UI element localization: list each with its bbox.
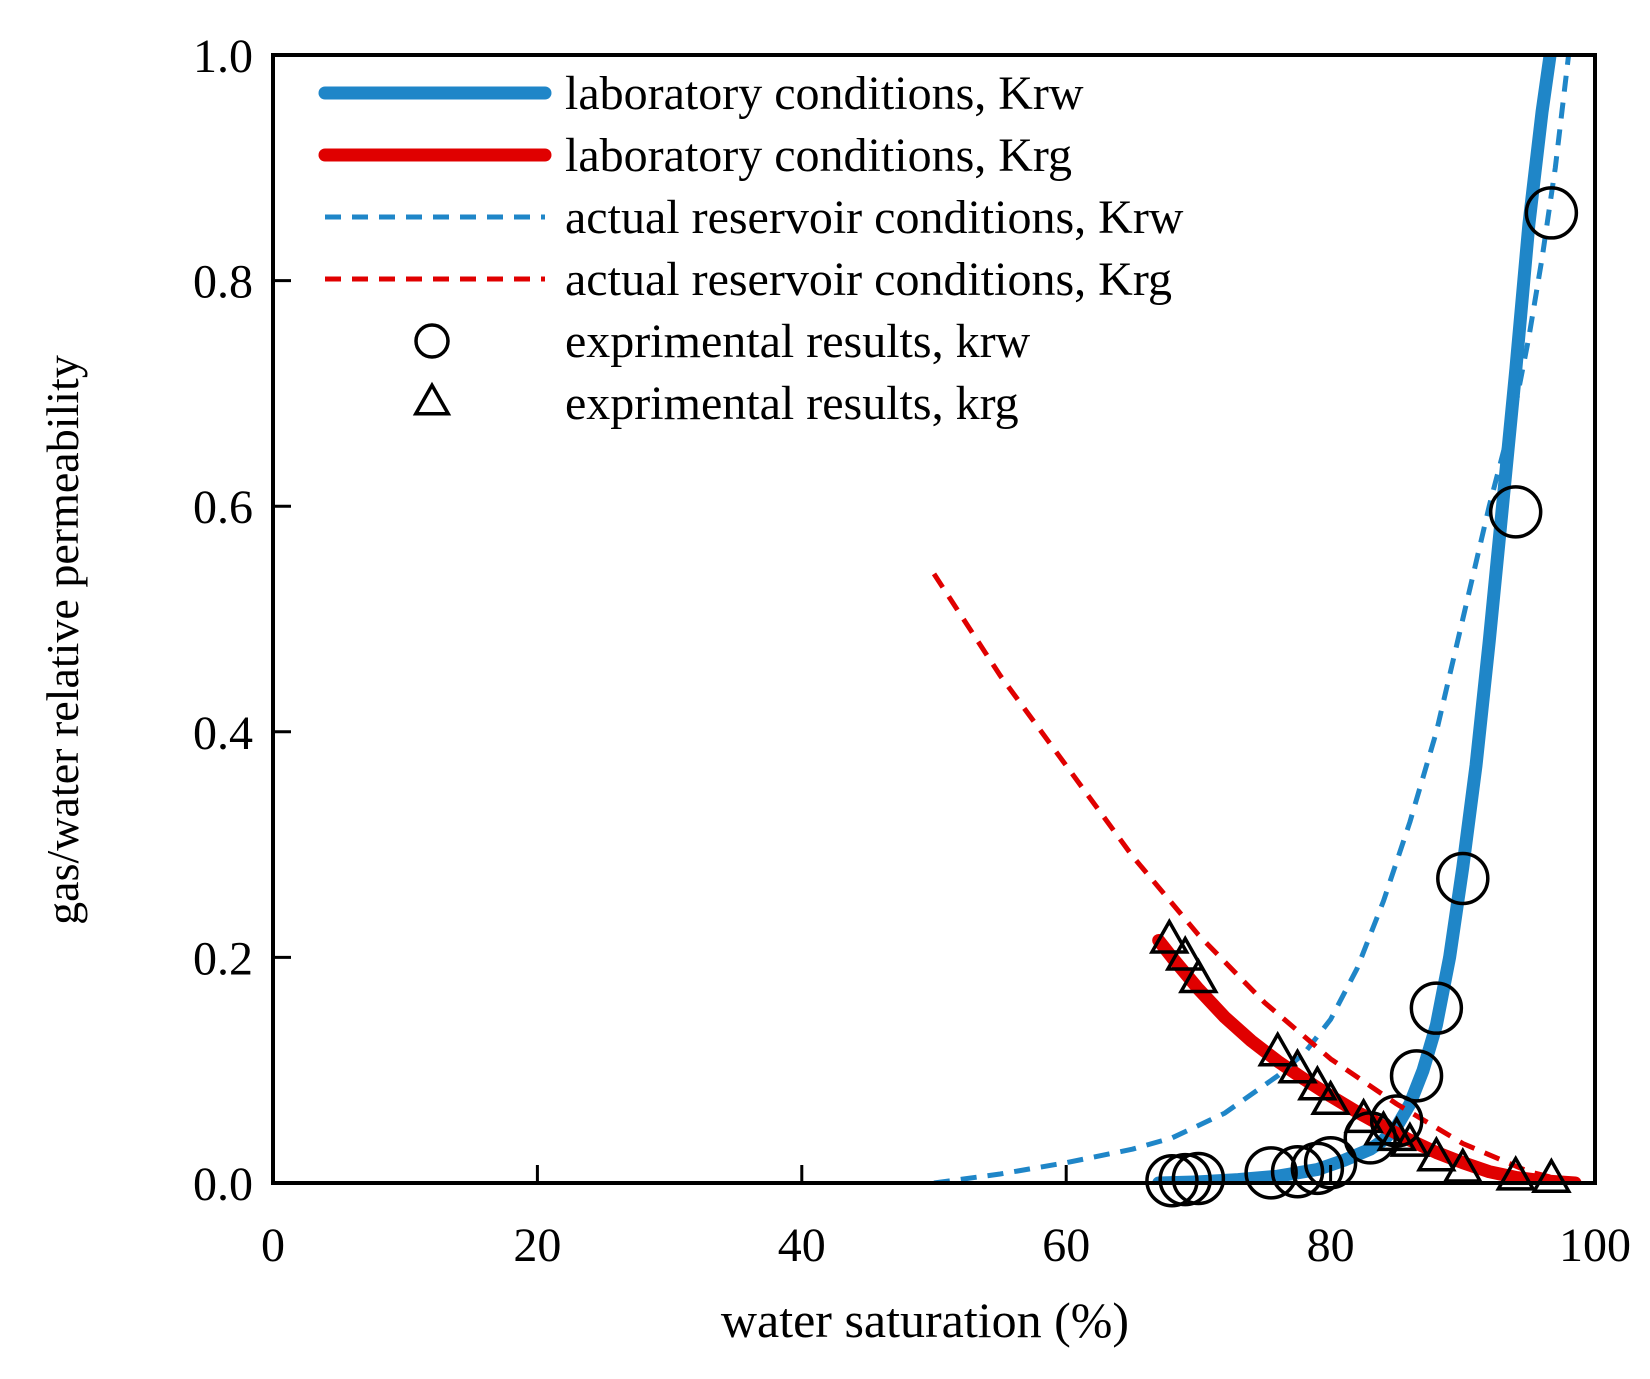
krw-point: [1270, 1144, 1325, 1199]
krg-point: [1389, 1121, 1431, 1157]
series-line-actual-reservoir-conditions-krw: [933, 55, 1572, 1183]
legend-label: exprimental results, krw: [565, 315, 1031, 368]
y-tick-label: 1.0: [193, 30, 253, 83]
x-tick-label: 20: [513, 1219, 561, 1272]
legend-swatch-circle: [414, 323, 450, 359]
plot-area: [931, 55, 1582, 1208]
x-axis-label: water saturation (%): [721, 1292, 1129, 1348]
legend-swatch-triangle: [412, 381, 452, 416]
krw-point: [1158, 1152, 1212, 1207]
krw-point: [1389, 1049, 1444, 1103]
y-tick-label: 0.4: [193, 707, 253, 760]
x-tick-label: 80: [1307, 1219, 1355, 1272]
legend-label: exprimental results, krg: [565, 377, 1019, 430]
y-tick-label: 0.8: [193, 256, 253, 309]
legend-label: laboratory conditions, Krg: [565, 129, 1072, 182]
x-tick-label: 100: [1559, 1219, 1631, 1272]
krg-point: [1416, 1135, 1457, 1172]
krg-point: [1164, 935, 1206, 971]
legend-label: actual reservoir conditions, Krw: [565, 191, 1184, 244]
axes: 0 20 40 60 80 100 0.0 0.2 0.4 0.6 0.8 1.0: [193, 30, 1631, 1272]
krw-point: [1409, 981, 1464, 1035]
y-tick-label: 0.0: [193, 1158, 253, 1211]
y-tick-label: 0.6: [193, 481, 253, 534]
legend-label: laboratory conditions, Krw: [565, 67, 1084, 120]
krw-point: [1303, 1135, 1358, 1190]
krg-point: [1148, 918, 1190, 954]
krg-point: [1343, 1097, 1384, 1134]
series-line-actual-reservoir-conditions-krg: [931, 572, 1576, 1183]
krg-point: [1310, 1079, 1351, 1116]
x-tick-label: 0: [261, 1219, 285, 1272]
series-line-laboratory-conditions-krw: [1152, 55, 1557, 1183]
krw-point: [1436, 851, 1490, 906]
krw-point: [1488, 485, 1543, 539]
legend-label: actual reservoir conditions, Krg: [565, 253, 1172, 306]
krg-point: [1277, 1047, 1318, 1084]
x-tick-label: 60: [1042, 1219, 1090, 1272]
krg-point: [1178, 957, 1219, 994]
krw-point: [1145, 1153, 1199, 1208]
y-tick-label: 0.2: [193, 932, 253, 985]
krw-point: [1244, 1146, 1298, 1200]
krg-point: [1297, 1064, 1338, 1101]
legend: laboratory conditions, Krw laboratory con…: [318, 67, 1184, 430]
plot-frame: [271, 53, 1597, 1185]
krg-point: [1531, 1157, 1572, 1193]
x-tick-label: 40: [778, 1219, 826, 1272]
krg-point: [1257, 1030, 1299, 1067]
krw-point: [1171, 1151, 1226, 1206]
krg-point: [1495, 1154, 1537, 1191]
y-axis-label: gas/water relative permeability: [37, 355, 88, 925]
krw-point: [1524, 186, 1579, 240]
